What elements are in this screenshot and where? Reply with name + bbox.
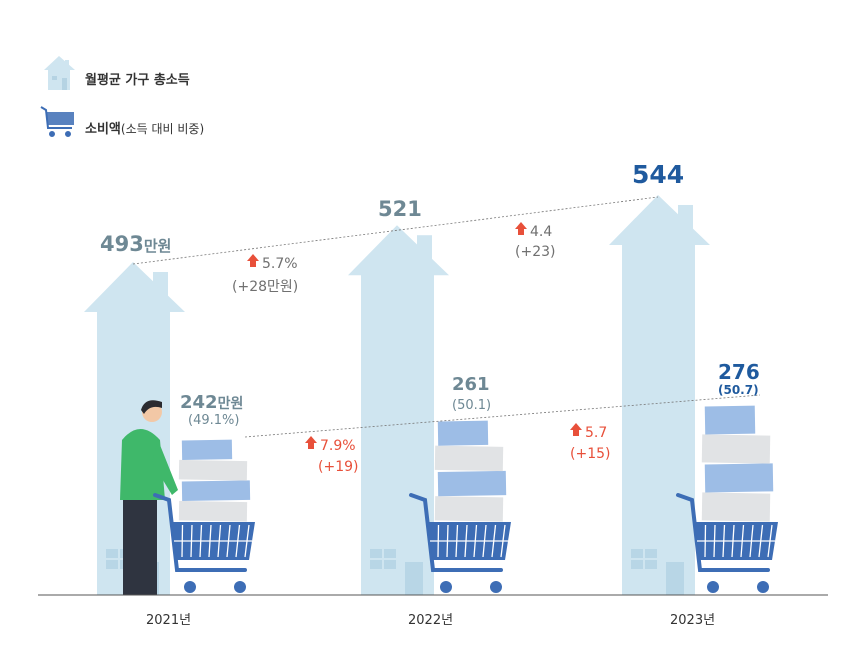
legend-spending-note: (소득 대비 비중)	[120, 122, 205, 136]
spending-change-abs-1: (+19)	[318, 459, 359, 475]
cart-bar-2023년	[676, 405, 778, 593]
cart-box	[181, 439, 233, 461]
spending-label-2022: 261	[452, 374, 490, 395]
up-arrow-icon	[305, 436, 317, 449]
house-bar	[609, 194, 710, 595]
income-change-abs-1: (+28만원)	[232, 279, 299, 295]
house-bar	[84, 262, 185, 595]
house-chimney	[417, 235, 432, 266]
spending-label-2023: 276	[718, 360, 760, 384]
house-chimney	[678, 204, 693, 235]
cart-box	[437, 420, 489, 446]
spending-ratio-2023: (50.7)	[718, 383, 759, 397]
person-hair	[141, 400, 162, 414]
cart-box	[434, 496, 504, 522]
spending-change-abs-2: (+15)	[570, 446, 611, 462]
income-trend-line	[132, 196, 659, 265]
cart-wheel	[707, 581, 719, 593]
cart-box	[701, 434, 771, 464]
up-arrow-icon	[247, 254, 259, 267]
spending-label-2021: 242만원	[180, 392, 244, 413]
income-change-pct-1: 5.7%	[247, 254, 298, 272]
cart-handle	[409, 493, 503, 572]
income-change-pct-2: 4.4	[515, 222, 552, 240]
cart-bar-2022년	[409, 420, 511, 593]
cart-box	[178, 500, 248, 522]
income-label-2021: 493만원	[100, 232, 172, 256]
cart-wheel	[490, 581, 502, 593]
spending-ratio-2021: (49.1%)	[188, 413, 240, 428]
cart-bar-2021년	[153, 439, 255, 593]
cart-handle	[676, 493, 770, 572]
cart-icon	[40, 106, 74, 137]
cart-box	[704, 463, 774, 493]
legend-spending-label: 소비액	[85, 122, 121, 137]
cart-box	[704, 405, 756, 435]
cart-box	[434, 445, 504, 472]
cart-box	[178, 459, 248, 481]
x-tick-2023: 2023년	[670, 613, 716, 628]
house-icon	[44, 56, 75, 90]
spending-change-pct-1: 7.9%	[305, 436, 356, 454]
person-illustration	[120, 400, 178, 595]
cart-box	[181, 480, 251, 502]
cart-wheel	[757, 581, 769, 593]
cart-handle	[153, 493, 247, 572]
house-door	[666, 562, 684, 595]
person-legs	[123, 495, 157, 595]
person-arm	[152, 440, 178, 495]
cart-wheel	[234, 581, 246, 593]
legend-spending: 소비액(소득 대비 비중)	[85, 118, 204, 137]
cart-wheel	[440, 581, 452, 593]
person-shirt	[120, 429, 165, 500]
cart-box	[437, 470, 507, 497]
up-arrow-icon	[570, 423, 582, 436]
cart-wheel	[184, 581, 196, 593]
house-door	[405, 562, 423, 595]
legend-income: 월평균 가구 총소득	[85, 73, 190, 88]
income-label-2023: 544	[632, 160, 685, 189]
spending-change-pct-2: 5.7	[570, 423, 607, 441]
up-arrow-icon	[515, 222, 527, 235]
x-tick-2021: 2021년	[146, 613, 192, 628]
cart-box	[701, 492, 771, 522]
income-change-abs-2: (+23)	[515, 244, 556, 260]
legend-icons	[40, 56, 75, 137]
house-chimney	[153, 272, 168, 302]
x-tick-2022: 2022년	[408, 613, 454, 628]
spending-ratio-2022: (50.1)	[452, 398, 492, 413]
house-bar-2023년	[609, 194, 710, 595]
income-label-2022: 521	[378, 197, 422, 221]
